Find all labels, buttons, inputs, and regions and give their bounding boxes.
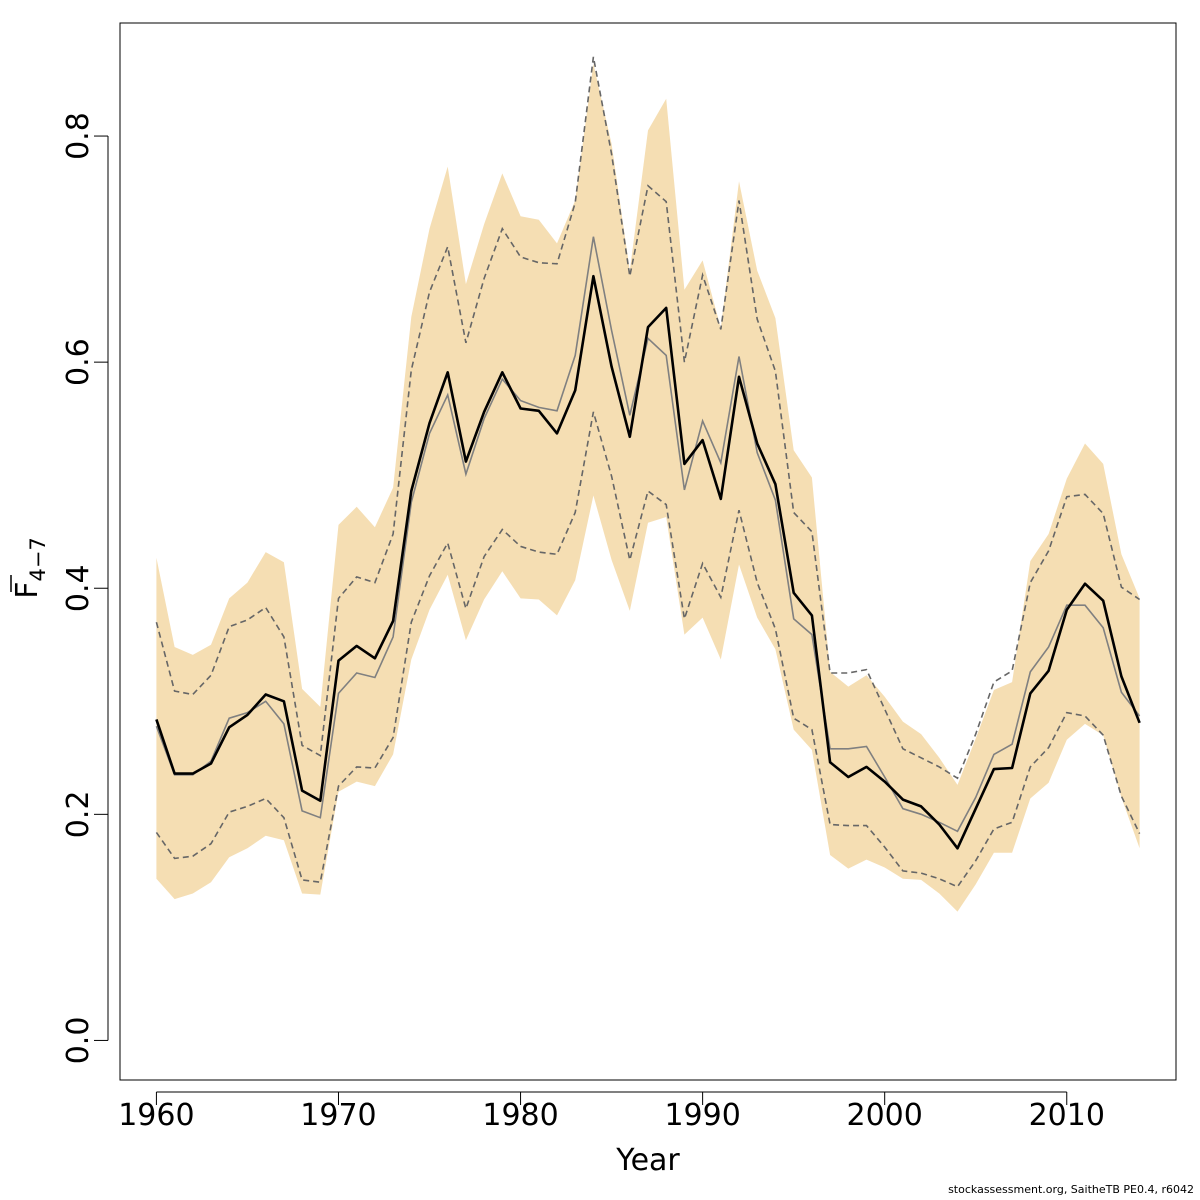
series-line-estimate [155, 274, 1141, 850]
y-axis: 0.0 0.2 0.4 0.6 0.8 [61, 112, 109, 1065]
x-axis-title: Year [615, 1143, 680, 1178]
y-axis-title-main: F [10, 582, 45, 599]
y-tick-label: 0.8 [61, 112, 96, 160]
series-line-reference-upper [155, 56, 1141, 780]
y-tick-label: 0.0 [61, 1017, 96, 1065]
x-tick-label: 2010 [1029, 1098, 1105, 1133]
y-tick-label: 0.6 [61, 338, 96, 386]
x-tick-label: 1960 [118, 1098, 194, 1133]
credit-note: stockassessment.org, SaitheTB PE0.4, r60… [948, 1183, 1194, 1196]
y-axis-title: F4−7 [10, 537, 50, 599]
y-tick-label: 0.4 [61, 564, 96, 612]
x-tick-label: 1990 [664, 1098, 740, 1133]
svg-text:F4−7: F4−7 [10, 537, 50, 599]
x-tick-label: 1970 [300, 1098, 376, 1133]
series-line-reference [155, 236, 1141, 833]
x-tick-label: 1980 [482, 1098, 558, 1133]
confidence-band [156, 63, 1140, 912]
y-axis-title-subscript: 4−7 [26, 537, 50, 581]
y-tick-label: 0.2 [61, 790, 96, 838]
plot-frame [119, 22, 1177, 1081]
series-line-reference-lower [155, 411, 1141, 888]
plot-area [155, 56, 1141, 912]
x-tick-label: 2000 [847, 1098, 923, 1133]
x-axis: 1960 1970 1980 1990 2000 2010 [118, 1091, 1105, 1133]
